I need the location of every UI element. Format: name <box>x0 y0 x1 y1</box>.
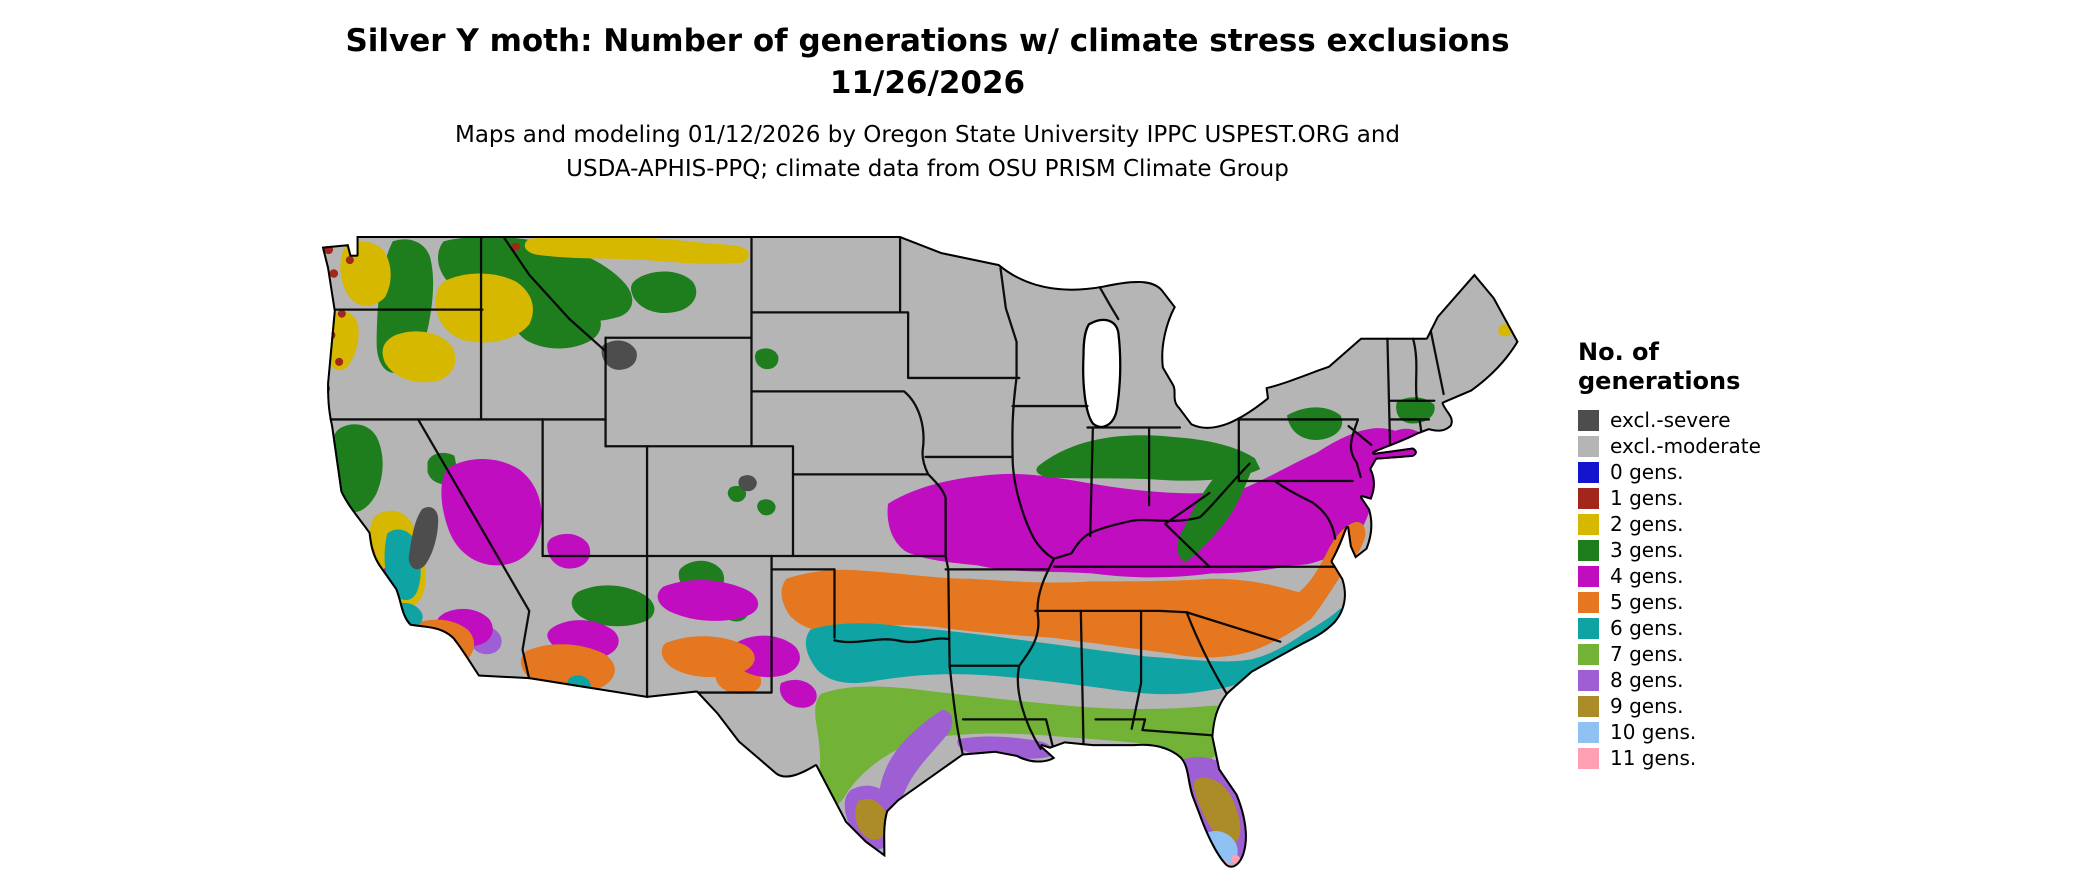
legend-item: 6 gens. <box>1578 618 1838 639</box>
legend-item: 1 gens. <box>1578 488 1838 509</box>
legend-item-label: 1 gens. <box>1610 486 1684 510</box>
title-date: 11/26/2026 <box>829 65 1026 101</box>
page-title: Silver Y moth: Number of generations w/ … <box>345 23 1510 59</box>
legend-swatch <box>1578 592 1599 613</box>
us-generations-map <box>315 228 1520 884</box>
legend-item-label: 9 gens. <box>1610 694 1684 718</box>
legend-item: 5 gens. <box>1578 592 1838 613</box>
legend-item: excl.-moderate <box>1578 436 1838 457</box>
map-region-9-gens <box>855 777 1241 844</box>
legend-swatch <box>1578 436 1599 457</box>
legend-item: 3 gens. <box>1578 540 1838 561</box>
legend-swatch <box>1578 618 1599 639</box>
legend-item-label: 11 gens. <box>1610 746 1697 770</box>
legend-item: 0 gens. <box>1578 462 1838 483</box>
map-region-excl-severe <box>408 340 757 570</box>
legend-heading: No. of generations <box>1578 338 1838 396</box>
legend: No. of generations excl.-severe excl.-mod… <box>1578 338 1838 769</box>
state-borders <box>325 236 1445 757</box>
legend-swatch <box>1578 514 1599 535</box>
lake-michigan <box>1082 318 1122 428</box>
subtitle-line-1: Maps and modeling 01/12/2026 by Oregon S… <box>454 122 1401 148</box>
us-map-svg <box>321 236 1519 868</box>
legend-swatch <box>1578 696 1599 717</box>
legend-swatch <box>1578 540 1599 561</box>
legend-item-label: 0 gens. <box>1610 460 1684 484</box>
legend-item-label: 4 gens. <box>1610 564 1684 588</box>
map-region-7-gens <box>815 686 1250 807</box>
legend-swatch <box>1578 566 1599 587</box>
legend-swatch <box>1578 410 1599 431</box>
legend-swatch <box>1578 722 1599 743</box>
legend-swatch <box>1578 670 1599 691</box>
legend-item: 7 gens. <box>1578 644 1838 665</box>
legend-item-label: 6 gens. <box>1610 616 1684 640</box>
legend-item-label: 3 gens. <box>1610 538 1684 562</box>
title-block: Silver Y moth: Number of generations w/ … <box>0 20 1855 104</box>
legend-heading-line1: No. of <box>1578 338 1659 366</box>
legend-items: excl.-severe excl.-moderate 0 gens. 1 gens.… <box>1578 410 1838 769</box>
legend-item-label: 5 gens. <box>1610 590 1684 614</box>
legend-item: excl.-severe <box>1578 410 1838 431</box>
legend-item-label: 7 gens. <box>1610 642 1684 666</box>
legend-swatch <box>1578 748 1599 769</box>
legend-item-label: excl.-severe <box>1610 408 1731 432</box>
legend-item-label: 2 gens. <box>1610 512 1684 536</box>
legend-item: 2 gens. <box>1578 514 1838 535</box>
legend-item-label: excl.-moderate <box>1610 434 1761 458</box>
subtitle-block: Maps and modeling 01/12/2026 by Oregon S… <box>0 118 1855 186</box>
legend-item-label: 8 gens. <box>1610 668 1684 692</box>
legend-item: 11 gens. <box>1578 748 1838 769</box>
legend-item: 10 gens. <box>1578 722 1838 743</box>
legend-item: 9 gens. <box>1578 696 1838 717</box>
legend-swatch <box>1578 462 1599 483</box>
legend-heading-line2: generations <box>1578 367 1741 395</box>
legend-item: 4 gens. <box>1578 566 1838 587</box>
legend-swatch <box>1578 644 1599 665</box>
subtitle-line-2: USDA-APHIS-PPQ; climate data from OSU PR… <box>566 156 1289 182</box>
legend-item-label: 10 gens. <box>1610 720 1697 744</box>
legend-swatch <box>1578 488 1599 509</box>
map-region-4-gens-west <box>382 428 1424 708</box>
legend-item: 8 gens. <box>1578 670 1838 691</box>
